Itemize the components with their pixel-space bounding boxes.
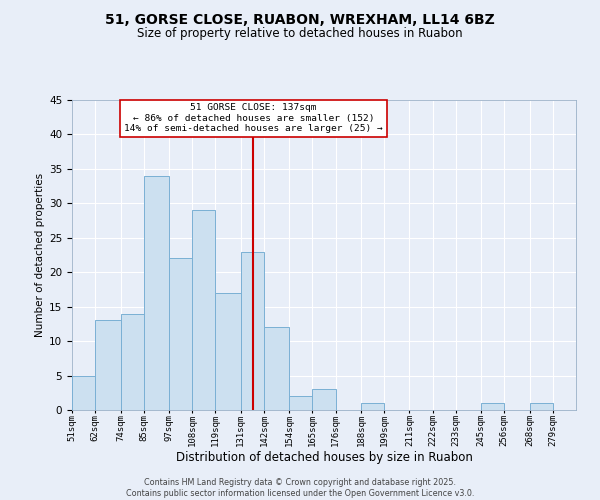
Bar: [215, 293, 241, 410]
Text: 51 GORSE CLOSE: 137sqm
← 86% of detached houses are smaller (152)
14% of semi-de: 51 GORSE CLOSE: 137sqm ← 86% of detached…: [124, 104, 383, 133]
Text: Size of property relative to detached houses in Ruabon: Size of property relative to detached ho…: [137, 28, 463, 40]
Bar: [361, 403, 384, 410]
Bar: [143, 176, 169, 410]
Bar: [481, 403, 505, 410]
Bar: [530, 403, 553, 410]
Bar: [72, 376, 95, 410]
Bar: [241, 252, 264, 410]
Bar: [313, 390, 335, 410]
X-axis label: Distribution of detached houses by size in Ruabon: Distribution of detached houses by size …: [176, 450, 472, 464]
Bar: [121, 314, 143, 410]
Y-axis label: Number of detached properties: Number of detached properties: [35, 173, 45, 337]
Bar: [95, 320, 121, 410]
Bar: [192, 210, 215, 410]
Bar: [169, 258, 192, 410]
Text: 51, GORSE CLOSE, RUABON, WREXHAM, LL14 6BZ: 51, GORSE CLOSE, RUABON, WREXHAM, LL14 6…: [105, 12, 495, 26]
Bar: [289, 396, 313, 410]
Bar: [264, 328, 289, 410]
Text: Contains HM Land Registry data © Crown copyright and database right 2025.
Contai: Contains HM Land Registry data © Crown c…: [126, 478, 474, 498]
